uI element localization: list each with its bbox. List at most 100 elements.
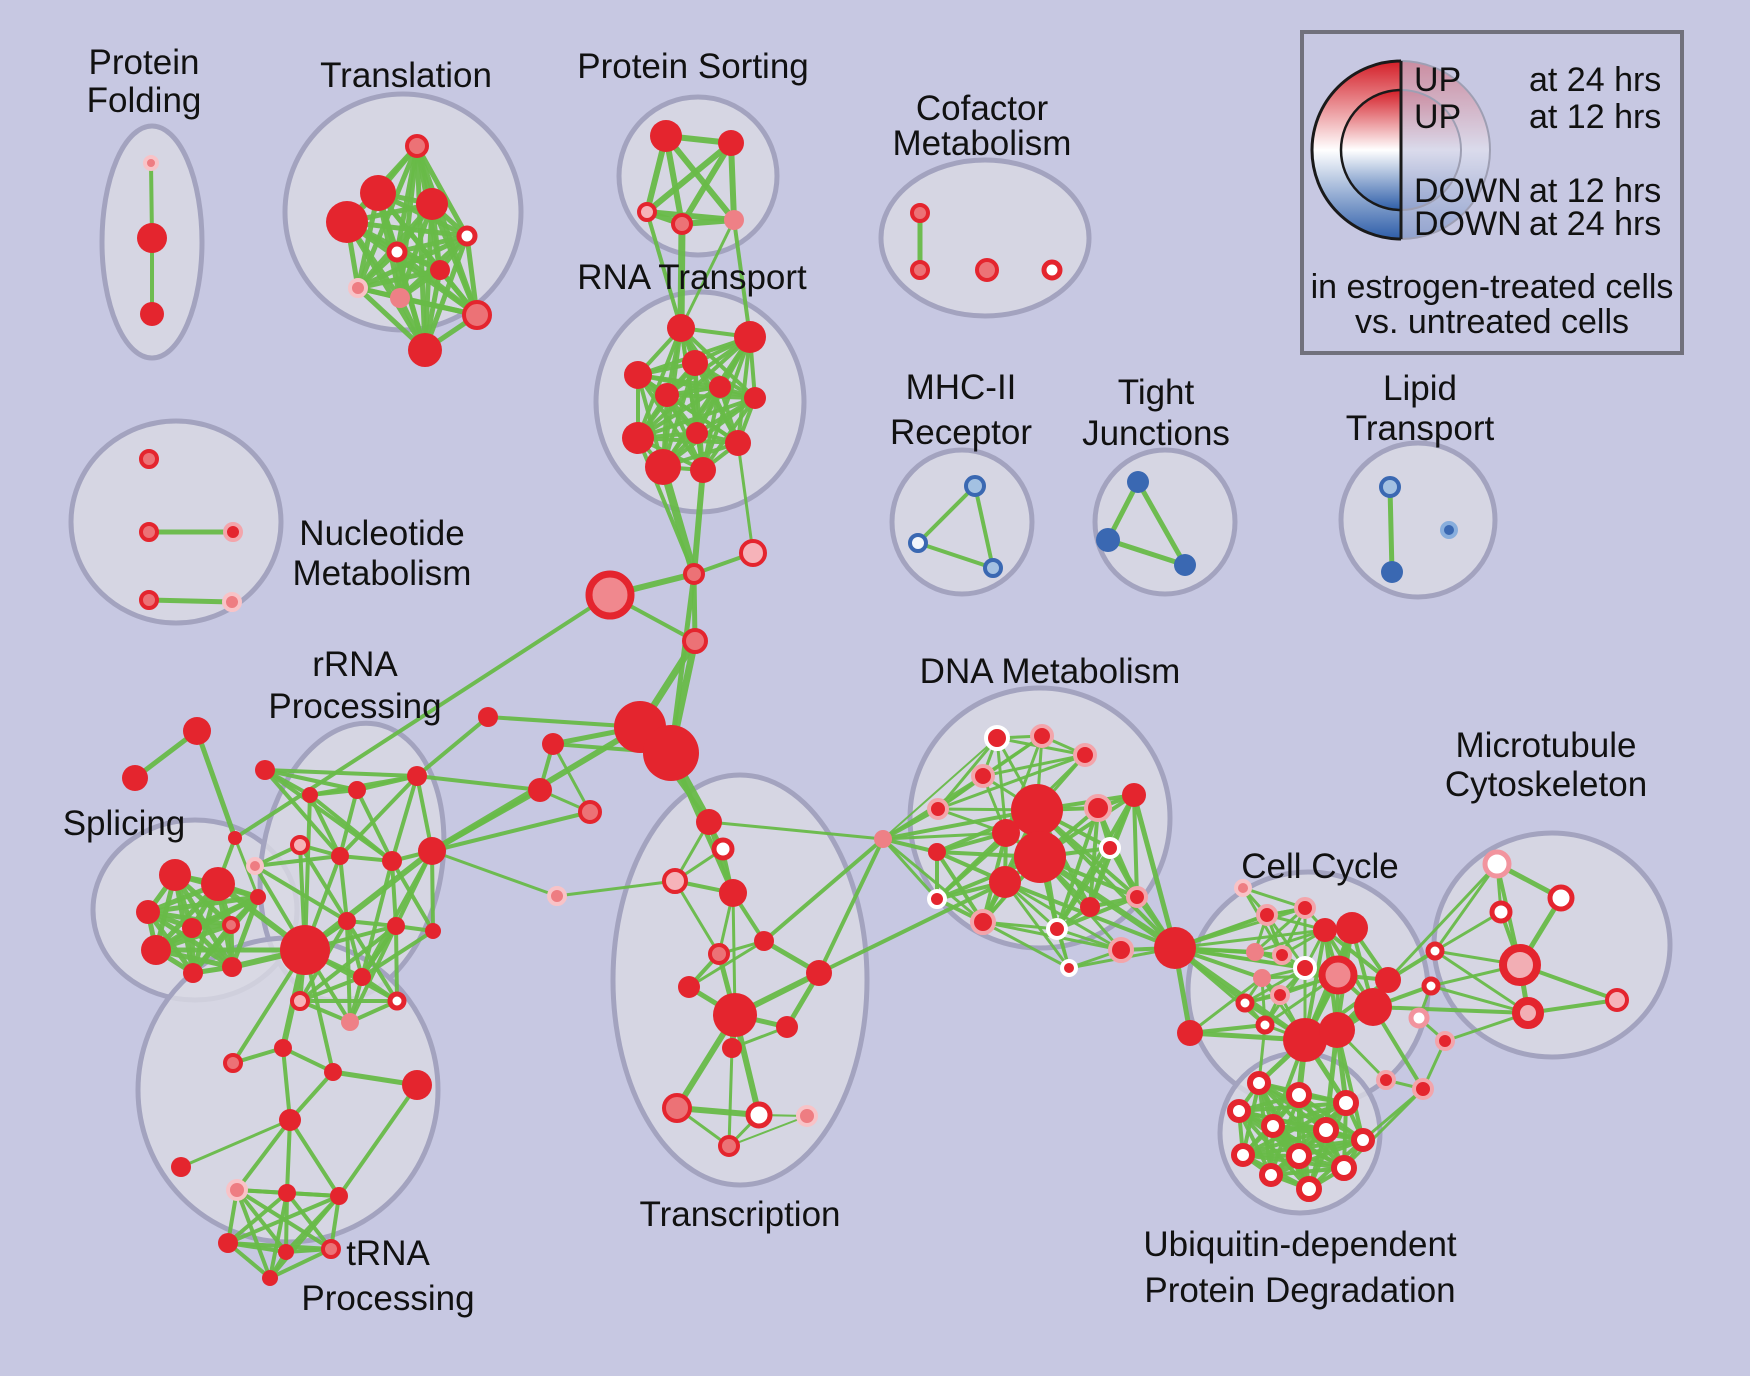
network-edge <box>268 1191 289 1280</box>
network-edge <box>179 1118 292 1169</box>
network-node <box>984 725 1010 751</box>
network-edge <box>233 593 612 840</box>
legend-time-label: at 24 hrs <box>1529 61 1661 99</box>
network-node <box>418 837 446 865</box>
network-edge <box>636 373 757 400</box>
network-node <box>387 917 405 935</box>
network-edge <box>308 793 342 858</box>
cluster-label-rna-transport: RNA Transport <box>577 258 807 297</box>
network-edge <box>263 768 419 778</box>
cluster-label-ubiquitin-degradation: Ubiquitin-dependent Protein Degradation <box>1143 1225 1457 1310</box>
network-edge <box>1037 854 1178 951</box>
network-node <box>910 203 930 223</box>
network-edge <box>1253 906 1307 954</box>
network-node <box>1177 1020 1203 1046</box>
network-edge <box>394 924 399 1003</box>
legend-box <box>1300 30 1684 355</box>
network-edge <box>337 1083 419 1198</box>
network-node <box>1227 1099 1251 1123</box>
network-edge <box>661 396 757 469</box>
network-edge <box>936 753 1087 811</box>
network-edge <box>146 597 235 605</box>
network-edge <box>881 837 985 924</box>
legend-time-label: at 12 hrs <box>1529 98 1661 136</box>
network-edge <box>1188 976 1264 1035</box>
network-node <box>725 430 751 456</box>
network-node <box>709 376 731 398</box>
network-node <box>348 278 368 298</box>
network-node <box>1354 988 1392 1026</box>
network-edge <box>1387 484 1395 575</box>
network-edge <box>881 837 939 854</box>
network-node <box>683 563 705 585</box>
network-edge <box>732 218 752 339</box>
network-edge <box>916 484 977 545</box>
network-node <box>908 533 928 553</box>
network-node <box>139 522 159 542</box>
network-node <box>324 1063 342 1081</box>
network-edge <box>1433 949 1530 1015</box>
network-edge <box>727 1046 734 1148</box>
network-node <box>690 457 716 483</box>
network-edge <box>551 742 592 814</box>
network-edge <box>226 1191 289 1245</box>
network-node <box>341 1013 359 1031</box>
network-edge <box>1371 1005 1530 1015</box>
network-node <box>1247 1071 1271 1095</box>
network-edge <box>345 919 364 979</box>
network-edge <box>645 210 683 330</box>
network-node <box>547 886 567 906</box>
network-node <box>1331 1155 1357 1181</box>
network-node <box>744 387 766 409</box>
network-edge <box>298 924 398 1003</box>
network-edge <box>338 774 419 858</box>
network-edge <box>415 715 490 778</box>
network-node <box>353 968 371 986</box>
network-edge <box>226 1241 333 1251</box>
network-edge <box>636 373 705 472</box>
cluster-label-protein-sorting: Protein Sorting <box>577 47 809 86</box>
network-node <box>222 957 242 977</box>
network-node <box>386 241 408 263</box>
network-edge <box>268 1194 341 1280</box>
network-node <box>183 717 211 745</box>
network-node <box>874 830 892 848</box>
network-node <box>1512 997 1544 1029</box>
network-node <box>992 819 1020 847</box>
network-node <box>667 314 695 342</box>
network-node <box>1482 849 1512 879</box>
network-edge <box>303 793 312 952</box>
network-node <box>745 1101 773 1129</box>
network-node <box>143 155 159 171</box>
legend-ring-faded-half <box>1401 60 1491 240</box>
network-node <box>1272 945 1292 965</box>
network-node <box>171 1157 191 1177</box>
cluster-ellipse-cofactor-metabolism <box>878 157 1092 319</box>
network-node <box>1440 521 1458 539</box>
network-edge <box>1269 1138 1365 1177</box>
network-node <box>1235 993 1255 1013</box>
network-node <box>1108 937 1134 963</box>
network-edge <box>235 1118 292 1192</box>
network-node <box>1376 1070 1396 1090</box>
network-node <box>734 321 766 353</box>
network-node <box>671 213 693 235</box>
network-edge <box>673 879 721 956</box>
network-edge <box>881 831 1008 841</box>
network-node <box>416 188 448 220</box>
network-edge <box>288 1118 341 1198</box>
network-edge <box>302 848 435 953</box>
legend-direction-label: DOWN <box>1414 172 1522 210</box>
network-node <box>708 943 730 965</box>
network-node <box>528 778 552 802</box>
network-node <box>970 909 996 935</box>
network-edge <box>1241 1128 1328 1157</box>
network-edge <box>636 396 757 440</box>
network-edge <box>1323 928 1390 982</box>
network-node <box>718 1135 740 1157</box>
network-node <box>1096 528 1120 552</box>
network-node <box>718 130 744 156</box>
network-node <box>971 764 995 788</box>
cluster-label-nucleotide-metabolism: Nucleotide Metabolism <box>293 514 472 593</box>
